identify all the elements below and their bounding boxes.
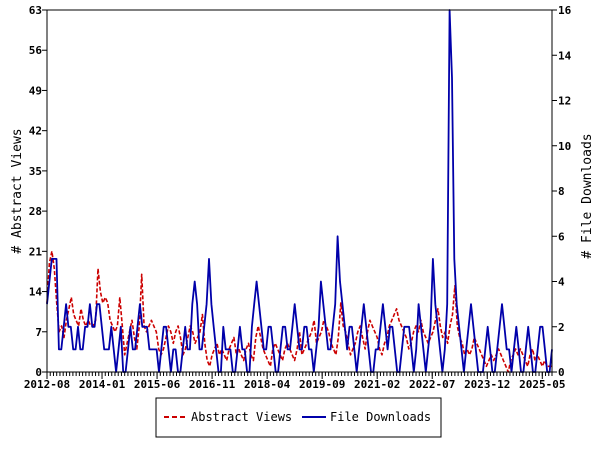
left-axis-tick-label: 21 xyxy=(29,245,43,258)
right-axis-tick-label: 6 xyxy=(558,230,565,243)
legend: Abstract Views File Downloads xyxy=(155,397,442,438)
axis-layer xyxy=(42,9,557,379)
left-axis-tick-label: 0 xyxy=(35,366,42,379)
left-axis-title: # Abstract Views xyxy=(10,128,25,253)
x-axis-tick-label: 2023-12 xyxy=(464,378,510,391)
x-axis-tick-label: 2022-07 xyxy=(409,378,455,391)
left-axis-tick-label: 14 xyxy=(29,286,43,299)
legend-label-file-downloads: File Downloads xyxy=(330,410,431,424)
right-axis-tick-label: 16 xyxy=(558,4,572,17)
left-axis-tick-labels: 0 7 14 21 28 35 42 49 56 63 xyxy=(29,4,43,379)
right-axis-tick-label: 0 xyxy=(558,366,565,379)
x-axis-tick-label: 2015-06 xyxy=(134,378,181,391)
series-layer xyxy=(46,9,553,373)
x-axis-tick-label: 2021-02 xyxy=(354,378,400,391)
right-axis-tick-label: 4 xyxy=(558,276,565,289)
x-axis-tick-labels: 2012-08 2014-01 2015-06 2016-11 2018-04 2019-… xyxy=(24,378,566,391)
left-axis-tick-label: 56 xyxy=(29,44,43,57)
left-axis-tick-label: 49 xyxy=(29,84,42,97)
series-line-abstract-views xyxy=(46,250,552,373)
right-axis-tick-label: 8 xyxy=(558,185,565,198)
right-axis-tick-label: 12 xyxy=(558,95,571,108)
left-axis-tick-label: 63 xyxy=(29,4,42,17)
x-axis-tick-label: 2019-09 xyxy=(299,378,345,391)
x-axis-tick-label: 2018-04 xyxy=(244,378,291,391)
x-axis-tick-label: 2016-11 xyxy=(189,378,236,391)
series-line-file-downloads xyxy=(46,9,553,373)
legend-box xyxy=(155,397,442,438)
x-axis-tick-label: 2014-01 xyxy=(79,378,126,391)
right-axis-title: # File Downloads xyxy=(580,133,595,258)
right-axis-tick-labels: 0 2 4 6 8 10 12 14 16 xyxy=(558,4,572,379)
left-axis-tick-label: 28 xyxy=(29,205,42,218)
plot-frame xyxy=(46,9,553,373)
legend-label-abstract-views: Abstract Views xyxy=(191,410,292,424)
right-axis-tick-label: 10 xyxy=(558,140,571,153)
right-axis-tick-label: 2 xyxy=(558,321,565,334)
right-axis-tick-label: 14 xyxy=(558,49,572,62)
left-axis-tick-label: 7 xyxy=(35,326,42,339)
left-axis-tick-label: 42 xyxy=(29,125,42,138)
x-axis-tick-label: 2025-05 xyxy=(519,378,565,391)
left-axis-tick-label: 35 xyxy=(29,165,42,178)
x-axis-tick-label: 2012-08 xyxy=(24,378,70,391)
